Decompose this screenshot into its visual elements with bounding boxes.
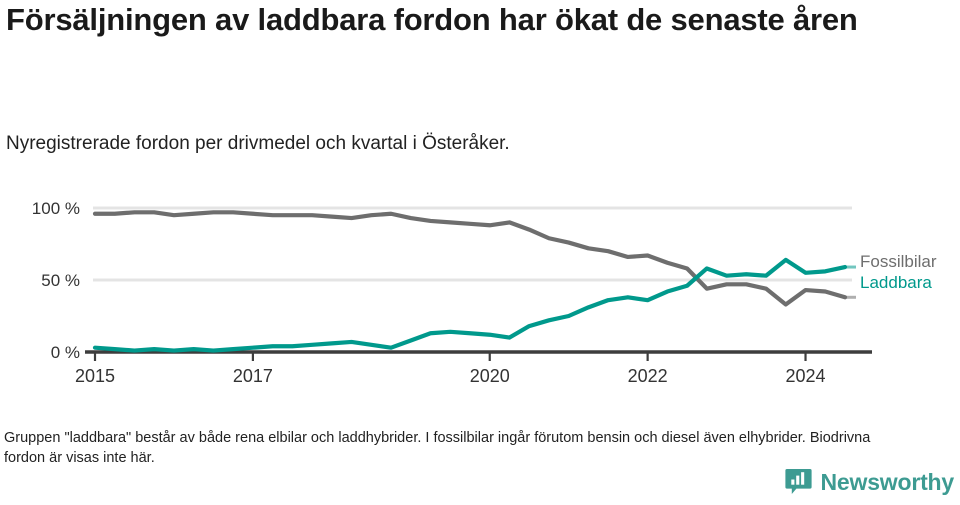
chart-footnote: Gruppen "laddbara" består av både rena e… xyxy=(4,430,871,466)
x-tick-label: 2020 xyxy=(470,366,510,386)
y-tick-label: 0 % xyxy=(51,343,80,362)
x-tick-label: 2017 xyxy=(233,366,273,386)
brand-name: Newsworthy xyxy=(820,468,955,495)
y-tick-label: 50 % xyxy=(41,271,80,290)
series-line-fossilbilar xyxy=(92,210,848,307)
newsworthy-logo: Newsworthy xyxy=(784,468,955,496)
legend-label-laddbara: Laddbara xyxy=(860,273,932,292)
y-tick-label: 100 % xyxy=(32,199,80,218)
x-axis xyxy=(85,350,872,361)
y-axis-tick-labels: 0 % 50 % 100 % xyxy=(32,199,80,362)
line-chart: 0 % 50 % 100 % 2015 2017 2020 2022 2024 Fossil… xyxy=(32,199,937,386)
x-tick-label: 2015 xyxy=(75,366,115,386)
page-title: Försäljningen av laddbara fordon har öka… xyxy=(6,2,858,37)
bar-chart-speech-bubble-icon xyxy=(784,469,812,494)
legend-label-fossilbilar: Fossilbilar xyxy=(860,252,937,271)
series-lines xyxy=(92,210,848,353)
chart-legend: Fossilbilar Laddbara xyxy=(845,252,937,299)
chart-container: 0 % 50 % 100 % 2015 2017 2020 2022 2024 Fossil… xyxy=(0,185,960,400)
x-tick-label: 2024 xyxy=(786,366,826,386)
series-line-laddbara xyxy=(92,257,848,353)
gridlines xyxy=(93,206,852,354)
x-tick-label: 2022 xyxy=(628,366,668,386)
chart-subtitle: Nyregistrerade fordon per drivmedel och … xyxy=(6,133,510,154)
x-axis-tick-labels: 2015 2017 2020 2022 2024 xyxy=(75,366,826,386)
